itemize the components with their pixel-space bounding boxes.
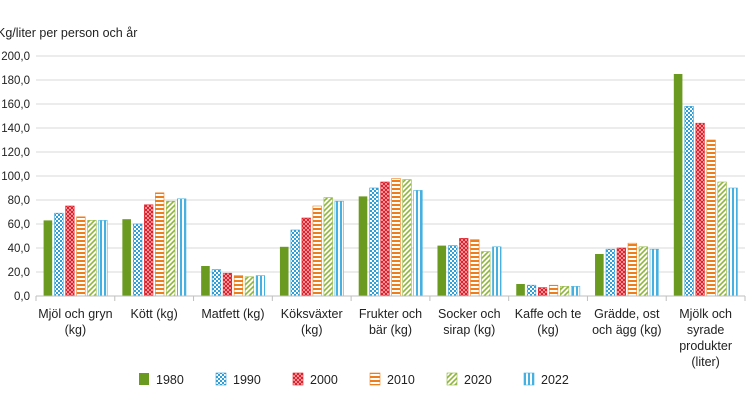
legend-label-2022: 2022 (541, 373, 569, 387)
y-tick-label: 160,0 (1, 99, 30, 111)
bar-2022-cat-2 (255, 275, 266, 297)
bar-2000-cat-4 (380, 181, 390, 297)
bar-1980-cat-2 (201, 266, 210, 296)
category-label: Frukter och bär (kg) (359, 307, 422, 337)
bar-1980-cat-3 (279, 246, 289, 296)
bar-1990-cat-2 (211, 269, 222, 297)
category-label: Köksväxter (kg) (281, 307, 343, 337)
bar-2020-cat-0 (87, 220, 97, 297)
bar-2022-cat-1 (177, 198, 187, 297)
bar-2020-cat-5 (481, 251, 491, 297)
bar-2020-cat-1 (166, 200, 176, 297)
category-label: Kött (kg) (131, 307, 178, 321)
legend-swatch-2022 (523, 372, 535, 386)
bar-2010-cat-5 (470, 239, 480, 297)
bar-1980-cat-7 (595, 254, 604, 296)
legend-label-1990: 1990 (233, 373, 261, 387)
category-labels: Mjöl och gryn (kg) Kött (kg) Matfett (kg) Kö… (38, 307, 732, 369)
bar-1990-cat-7 (605, 248, 615, 297)
bar-2022-cat-7 (649, 248, 659, 297)
bar-2022-cat-3 (334, 200, 344, 297)
bar-1980-cat-4 (358, 196, 368, 296)
bar-2022-cat-5 (492, 246, 502, 297)
y-tick-label: 80,0 (8, 195, 30, 207)
bar-2010-cat-3 (312, 205, 322, 297)
bar-1990-cat-0 (54, 212, 64, 297)
bar-2000-cat-1 (144, 204, 154, 297)
y-tick-label: 180,0 (1, 75, 30, 87)
y-axis-ticks: 0,0 20,0 40,0 60,0 80,0 100,0 120,0 140,0 160,0 1… (1, 51, 30, 303)
bar-2010-cat-6 (548, 284, 559, 297)
bar-2000-cat-0 (65, 205, 75, 297)
gridlines (36, 55, 745, 273)
legend-swatch-2010 (369, 372, 381, 386)
bars (43, 74, 738, 297)
bar-2020-cat-8 (717, 181, 727, 297)
category-label: Matfett (kg) (201, 307, 264, 321)
y-tick-label: 40,0 (8, 243, 30, 255)
bar-2000-cat-2 (222, 272, 233, 297)
bar-2010-cat-2 (233, 275, 244, 297)
bar-2022-cat-8 (728, 187, 738, 297)
bar-2020-cat-4 (402, 179, 412, 297)
legend-swatch-2000 (292, 372, 304, 386)
legend: 1980 1990 2000 2010 2020 2022 (139, 372, 569, 387)
legend-swatch-1990 (215, 372, 227, 386)
bar-1980-cat-0 (43, 220, 53, 296)
legend-label-1980: 1980 (156, 373, 184, 387)
category-label: Socker och sirap (kg) (438, 307, 501, 337)
legend-swatch-2020 (446, 372, 458, 386)
bar-1980-cat-8 (673, 74, 683, 296)
bar-2010-cat-1 (155, 192, 165, 297)
bar-2020-cat-3 (323, 197, 333, 297)
legend-label-2020: 2020 (464, 373, 492, 387)
bar-2000-cat-3 (301, 217, 311, 297)
bar-1990-cat-3 (290, 229, 300, 297)
bar-2010-cat-4 (391, 178, 401, 297)
category-label: Mjöl och gryn (kg) (38, 307, 112, 337)
bar-2010-cat-7 (627, 242, 637, 297)
bar-2020-cat-7 (638, 246, 648, 297)
y-tick-label: 100,0 (1, 171, 30, 183)
y-tick-label: 20,0 (8, 267, 30, 279)
bar-2022-cat-0 (98, 220, 108, 297)
y-axis-label: Kg/liter per person och år (0, 26, 137, 40)
bar-1980-cat-5 (437, 245, 447, 296)
bar-2000-cat-5 (459, 238, 469, 297)
bar-1980-cat-6 (516, 284, 525, 296)
y-tick-label: 60,0 (8, 219, 30, 231)
bar-2010-cat-8 (706, 139, 716, 297)
category-label: Mjölk och syrade produkter (liter) (679, 307, 732, 369)
bar-1990-cat-1 (133, 223, 143, 297)
category-label: Grädde, ost och ägg (kg) (592, 307, 661, 337)
bar-2000-cat-7 (616, 247, 626, 297)
legend-swatch-1980 (139, 373, 149, 385)
bar-1980-cat-1 (122, 219, 131, 296)
legend-label-2010: 2010 (387, 373, 415, 387)
bar-2000-cat-6 (537, 287, 548, 297)
bar-1990-cat-4 (369, 187, 379, 297)
bar-1990-cat-6 (526, 284, 537, 297)
y-tick-label: 120,0 (1, 147, 30, 159)
x-axis (35, 295, 746, 301)
bar-2010-cat-0 (76, 216, 86, 297)
y-tick-label: 140,0 (1, 123, 30, 135)
bar-1990-cat-8 (684, 106, 694, 297)
bar-2020-cat-6 (559, 286, 570, 297)
y-tick-label: 200,0 (1, 51, 30, 63)
bar-2022-cat-4 (413, 190, 423, 297)
category-label: Kaffe och te (kg) (515, 307, 582, 337)
bar-1990-cat-5 (448, 245, 458, 297)
legend-label-2000: 2000 (310, 373, 338, 387)
bar-2000-cat-8 (695, 122, 705, 297)
y-tick-label: 0,0 (14, 291, 30, 303)
bar-2022-cat-6 (570, 286, 581, 297)
bar-2020-cat-2 (244, 276, 255, 297)
